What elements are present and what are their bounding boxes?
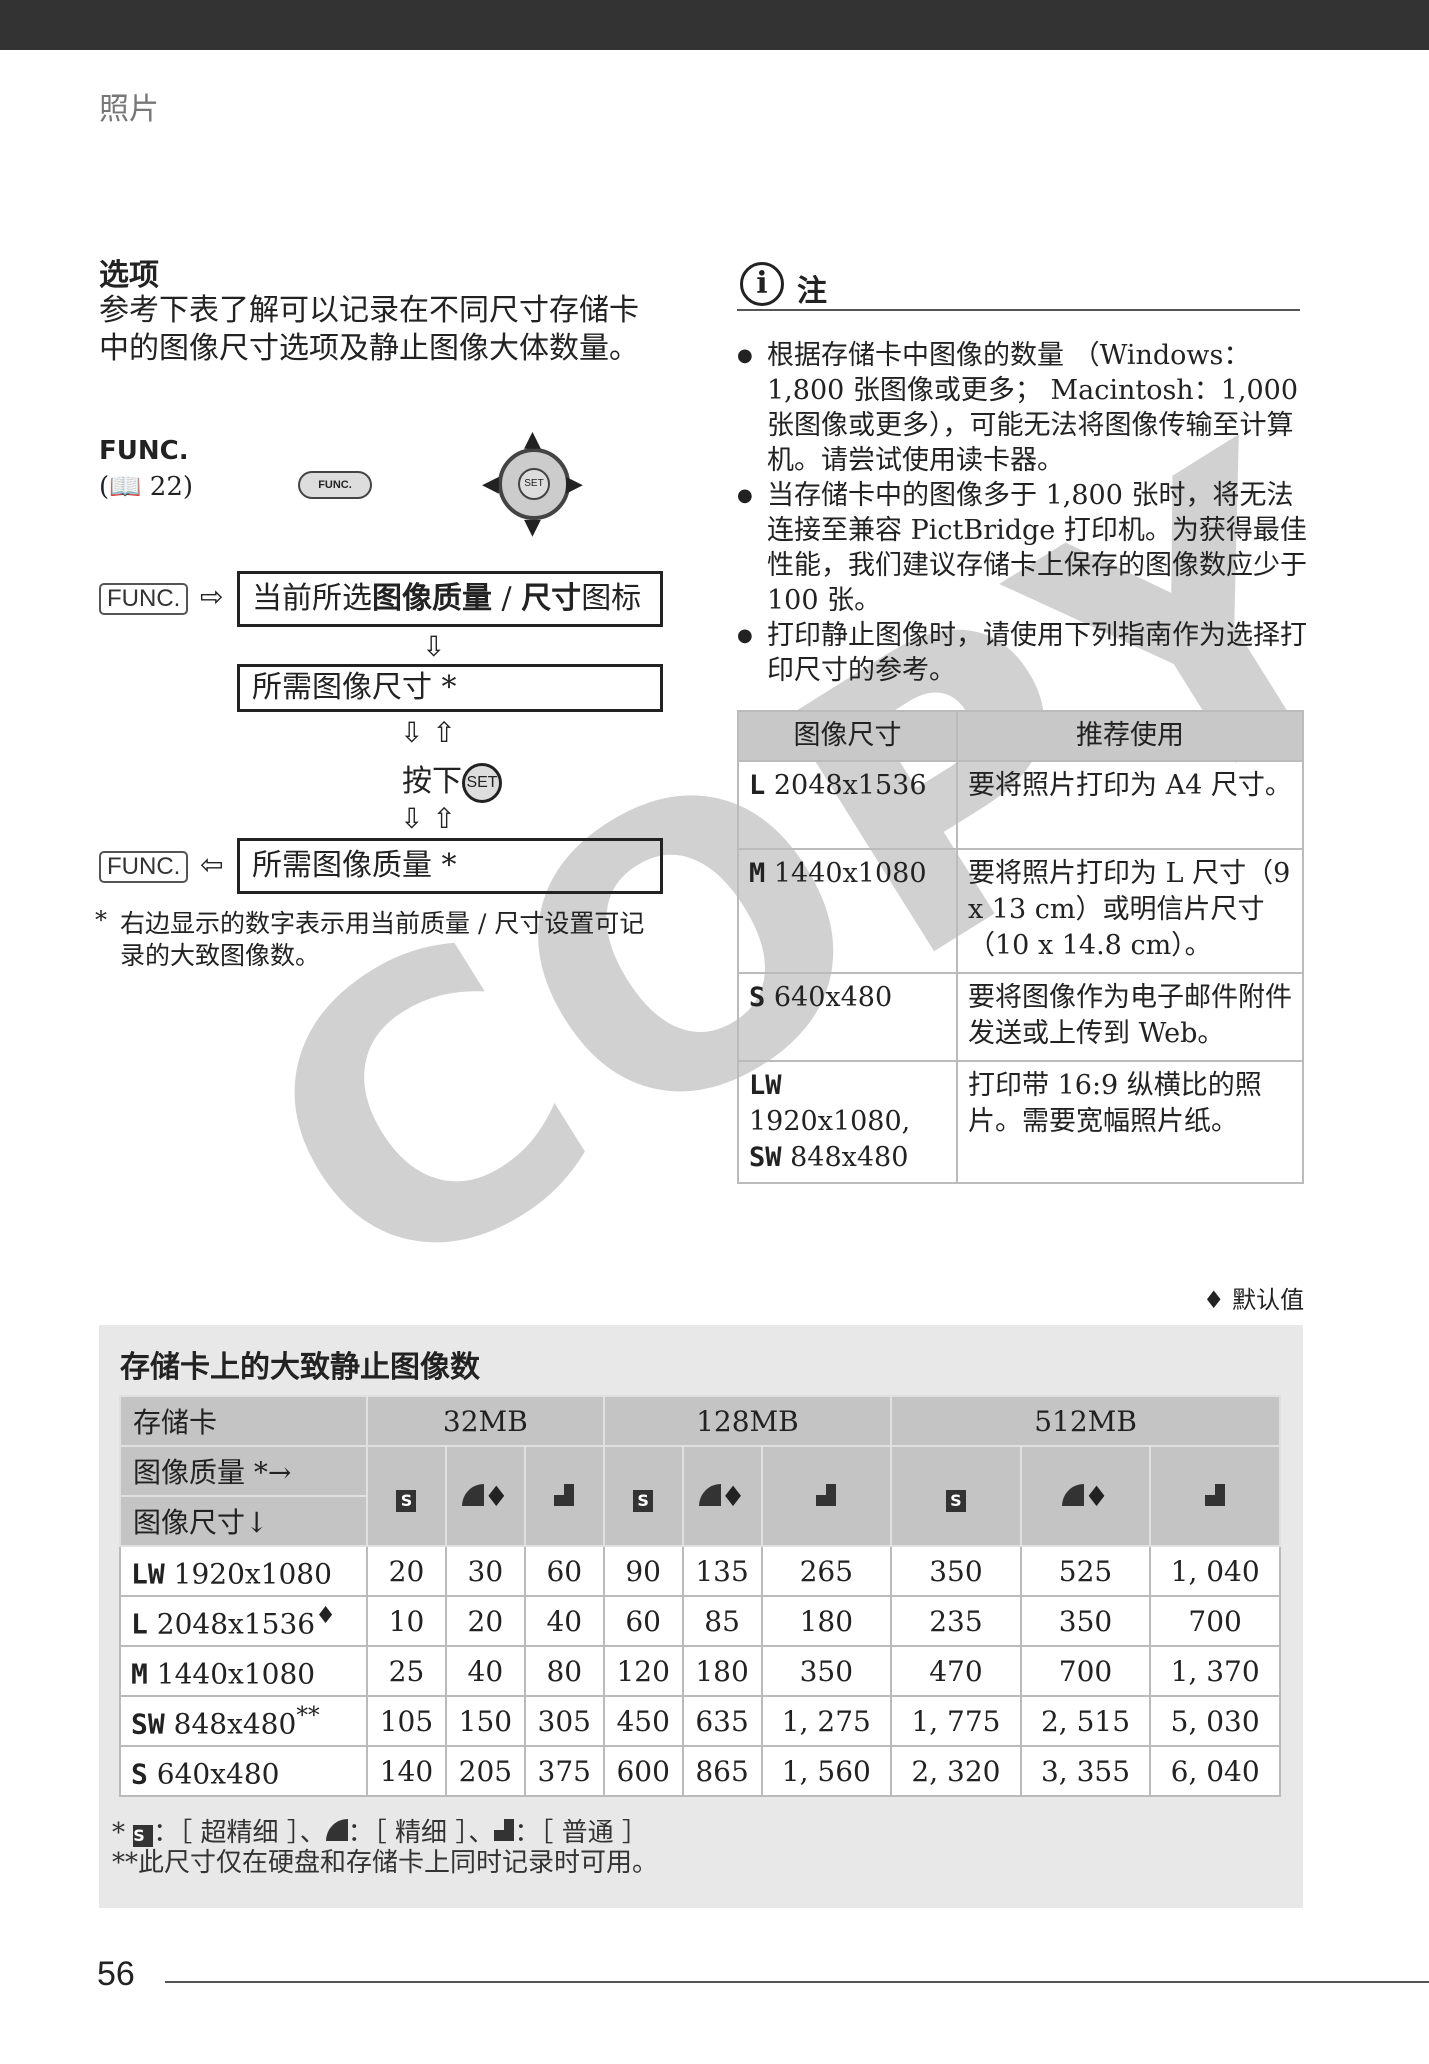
counts-title: 存储卡上的大致静止图像数 <box>120 1350 480 1385</box>
count-cell: 700 <box>1019 1645 1152 1697</box>
top-bar <box>0 0 1429 50</box>
count-cell: 140 <box>366 1745 447 1797</box>
arrow-right-icon: ⇨ <box>200 580 224 613</box>
count-cell: 600 <box>602 1745 684 1797</box>
count-cell: 85 <box>681 1595 763 1647</box>
quality-legend: * S ：［ 超精细 ］、 ：［ 精细 ］、 ：［ 普通 ］ **此尺寸仅在硬盘和存储… <box>112 1818 659 1878</box>
page-number: 56 <box>97 1955 135 1993</box>
table-row: S 640x480 要将图像作为电子邮件附件发送或上传到 Web。 <box>737 972 1304 1062</box>
count-cell: 205 <box>444 1745 526 1797</box>
notes-list: 根据存储卡中图像的数量 （Windows：1,800 张图像或更多； Macin… <box>737 338 1307 688</box>
count-cell: 235 <box>890 1595 1022 1647</box>
count-cell: 350 <box>760 1645 893 1697</box>
count-cell: 10 <box>366 1595 447 1647</box>
count-cell: 1, 370 <box>1149 1645 1281 1697</box>
count-cell: 3, 355 <box>1019 1745 1152 1797</box>
count-cell: 635 <box>681 1695 763 1747</box>
step-image-size: 所需图像尺寸 * <box>237 664 663 712</box>
count-cell: 1, 775 <box>890 1695 1022 1747</box>
superfine-icon: S <box>133 1825 154 1847</box>
arrow-down-icon: ⇩ <box>422 630 446 663</box>
count-cell: 375 <box>523 1745 605 1797</box>
count-cell: 120 <box>602 1645 684 1697</box>
func-label: FUNC. <box>99 436 189 466</box>
count-cell: 80 <box>523 1645 605 1697</box>
count-cell: 305 <box>523 1695 605 1747</box>
count-cell: 30 <box>444 1545 526 1597</box>
count-cell: 20 <box>444 1595 526 1647</box>
table-row: L 2048x1536 要将照片打印为 A4 尺寸。 <box>737 760 1304 850</box>
counts-table: 存储卡 32MB 128MB 512MB 图像质量 *→ S ♦ S ♦ S ♦ 图像… <box>119 1395 1281 1797</box>
count-cell: 865 <box>681 1745 763 1797</box>
table-row: LW 1920x1080, SW 848x480 打印带 16:9 纵横比的照片。需… <box>737 1060 1304 1184</box>
arrow-left-icon: ⇦ <box>200 848 224 881</box>
count-cell: 135 <box>681 1545 763 1597</box>
arrow-updown-icon: ⇩ ⇧ <box>400 716 456 749</box>
count-cell: 150 <box>444 1695 526 1747</box>
count-cell: 700 <box>1149 1595 1281 1647</box>
count-cell: 265 <box>760 1545 893 1597</box>
book-icon: 📖 <box>109 472 142 502</box>
count-cell: 180 <box>681 1645 763 1697</box>
count-cell: 525 <box>1019 1545 1152 1597</box>
note-item: 当存储卡中的图像多于 1,800 张时，将无法连接至兼容 PictBridge … <box>737 478 1307 618</box>
normal-icon <box>494 1819 515 1841</box>
count-cell: 2, 320 <box>890 1745 1022 1797</box>
fine-icon <box>325 1819 348 1841</box>
footer-rule <box>165 1981 1429 1983</box>
table-row: LW 1920x1080 20 30 60 90 135 265 350 525 1, 040 <box>119 1545 1281 1597</box>
count-cell: 2, 515 <box>1019 1695 1152 1747</box>
count-cell: 180 <box>760 1595 893 1647</box>
count-cell: 60 <box>523 1545 605 1597</box>
table-row: L 2048x1536♦ 10 20 40 60 85 180 235 350 700 <box>119 1595 1281 1647</box>
count-cell: 20 <box>366 1545 447 1597</box>
table-row: M 1440x1080 要将照片打印为 L 尺寸（9 x 13 cm）或明信片尺寸… <box>737 848 1304 974</box>
count-cell: 90 <box>602 1545 684 1597</box>
count-cell: 40 <box>444 1645 526 1697</box>
step-image-quality: 所需图像质量 * <box>237 838 663 894</box>
step-current-icon: 当前所选图像质量 / 尺寸图标 <box>237 571 663 627</box>
note-item: 根据存储卡中图像的数量 （Windows：1,800 张图像或更多； Macin… <box>737 338 1307 478</box>
page-ref: (📖 22) <box>99 472 194 502</box>
count-cell: 350 <box>890 1545 1022 1597</box>
func-key-2: FUNC. <box>99 851 189 883</box>
count-cell: 1, 560 <box>760 1745 893 1797</box>
count-cell: 25 <box>366 1645 447 1697</box>
count-cell: 5, 030 <box>1149 1695 1281 1747</box>
table-row: SW 848x480** 105 150 305 450 635 1, 275 1, 775 2… <box>119 1695 1281 1747</box>
count-cell: 40 <box>523 1595 605 1647</box>
section-title: 照片 <box>99 92 159 127</box>
notes-title: 注 <box>797 274 827 309</box>
press-set: 按下 SET <box>402 756 502 803</box>
print-size-table: 图像尺寸 推荐使用 L 2048x1536 要将照片打印为 A4 尺寸。 M 144… <box>737 710 1304 1184</box>
notes-divider <box>737 309 1300 311</box>
count-cell: 1, 275 <box>760 1695 893 1747</box>
diamond-icon: ♦ <box>1203 1286 1225 1314</box>
counts-footnote: **此尺寸仅在硬盘和存储卡上同时记录时可用。 <box>112 1848 659 1878</box>
joystick-icon: SET ▲ ▼ ◀ ▶ <box>482 427 583 540</box>
info-icon: i <box>740 262 784 306</box>
count-cell: 60 <box>602 1595 684 1647</box>
table-row: M 1440x1080 25 40 80 120 180 350 470 700 1, 370 <box>119 1645 1281 1697</box>
default-note: ♦ 默认值 <box>1203 1286 1305 1314</box>
options-title: 选项 <box>99 258 159 293</box>
options-footnote: 右边显示的数字表示用当前质量 / 尺寸设置可记录的大致图像数。 <box>120 909 645 970</box>
count-cell: 6, 040 <box>1149 1745 1281 1797</box>
arrow-updown-icon: ⇩ ⇧ <box>400 802 456 835</box>
count-cell: 1, 040 <box>1149 1545 1281 1597</box>
func-key-1: FUNC. <box>99 583 189 615</box>
table-row: S 640x480 140 205 375 600 865 1, 560 2, 320 3, 3… <box>119 1745 1281 1797</box>
count-cell: 450 <box>602 1695 684 1747</box>
func-button[interactable]: FUNC. <box>298 471 372 499</box>
count-cell: 470 <box>890 1645 1022 1697</box>
options-intro: 参考下表了解可以记录在不同尺寸存储卡中的图像尺寸选项及静止图像大体数量。 <box>99 293 639 366</box>
set-button-icon: SET <box>462 763 502 803</box>
count-cell: 350 <box>1019 1595 1152 1647</box>
count-cell: 105 <box>366 1695 447 1747</box>
note-item: 打印静止图像时，请使用下列指南作为选择打印尺寸的参考。 <box>737 618 1307 688</box>
